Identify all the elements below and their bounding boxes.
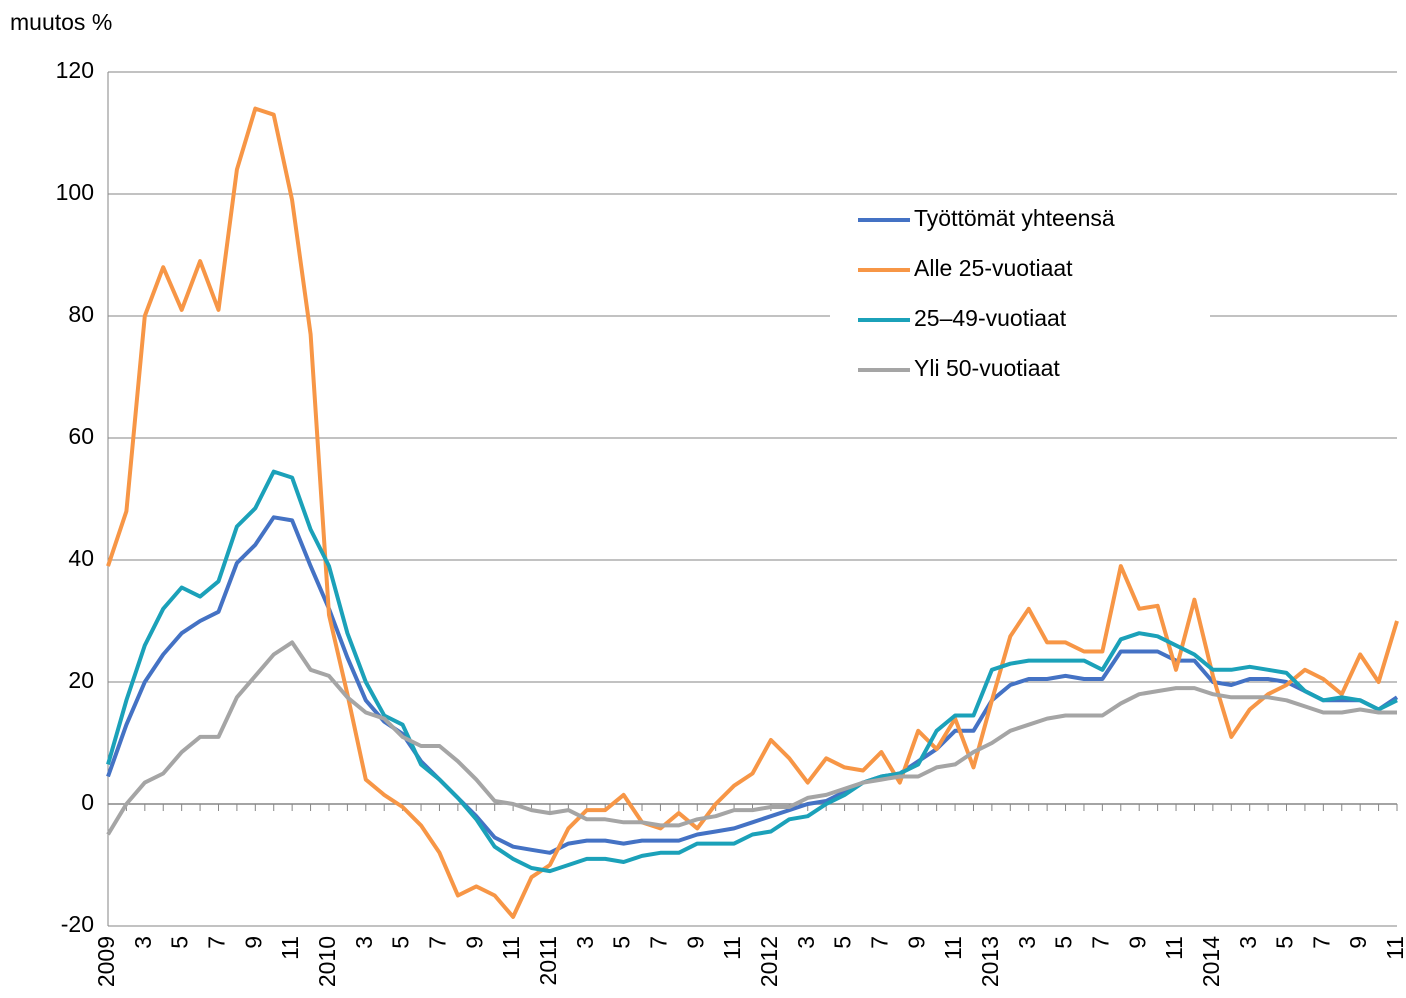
legend-label: 25–49-vuotiaat [914, 305, 1067, 331]
x-tick-label: 9 [1345, 936, 1371, 949]
x-tick-label: 5 [1272, 936, 1298, 949]
legend-label: Yli 50-vuotiaat [914, 355, 1060, 381]
x-tick-label: 9 [903, 936, 929, 949]
x-tick-label: 2011 [535, 936, 561, 985]
y-tick-label: 100 [56, 179, 94, 205]
x-tick-label: 9 [682, 936, 708, 949]
y-tick-label: 60 [68, 423, 94, 449]
x-tick-label: 5 [167, 936, 193, 949]
legend-label: Työttömät yhteensä [914, 205, 1115, 231]
x-tick-label: 2010 [314, 936, 340, 987]
y-tick-label: -20 [61, 911, 94, 937]
y-tick-label: 80 [68, 301, 94, 327]
series-line [106, 640, 1397, 836]
x-tick-label: 5 [609, 936, 635, 949]
x-tick-label: 2013 [977, 936, 1003, 987]
x-tick-label: 9 [240, 936, 266, 949]
x-tick-label: 11 [277, 936, 303, 960]
y-tick-label: 0 [81, 789, 94, 815]
x-tick-label: 11 [719, 936, 745, 960]
series-line [106, 469, 1398, 874]
x-tick-label: 7 [425, 936, 451, 949]
x-tick-label: 9 [461, 936, 487, 949]
x-tick-label: 5 [1051, 936, 1077, 949]
x-tick-label: 11 [1382, 936, 1406, 960]
x-tick-label: 11 [1161, 936, 1187, 960]
y-tick-label: 40 [68, 545, 94, 571]
x-tick-label: 3 [1235, 936, 1261, 949]
legend-box [830, 195, 1210, 393]
y-tick-label: 20 [68, 667, 94, 693]
x-tick-label: 11 [498, 936, 524, 960]
x-tick-label: 7 [1087, 936, 1113, 949]
y-tick-label: 120 [56, 57, 94, 83]
series-line [106, 515, 1399, 855]
x-tick-label: 11 [940, 936, 966, 960]
x-tick-label: 7 [866, 936, 892, 949]
x-tick-label: 7 [646, 936, 672, 949]
x-tick-label: 3 [793, 936, 819, 949]
x-tick-label: 5 [388, 936, 414, 949]
x-tick-label: 3 [351, 936, 377, 949]
x-tick-label: 7 [1308, 936, 1334, 949]
x-tick-label: 2012 [756, 936, 782, 987]
y-axis-label: muutos % [10, 9, 112, 35]
x-tick-label: 2009 [93, 936, 119, 987]
x-tick-label: 5 [830, 936, 856, 949]
x-tick-label: 3 [1014, 936, 1040, 949]
x-tick-label: 9 [1124, 936, 1150, 949]
x-tick-label: 2014 [1198, 936, 1224, 987]
x-tick-label: 7 [204, 936, 230, 949]
legend-label: Alle 25-vuotiaat [914, 255, 1073, 281]
x-tick-label: 3 [572, 936, 598, 949]
x-tick-label: 3 [130, 936, 156, 949]
